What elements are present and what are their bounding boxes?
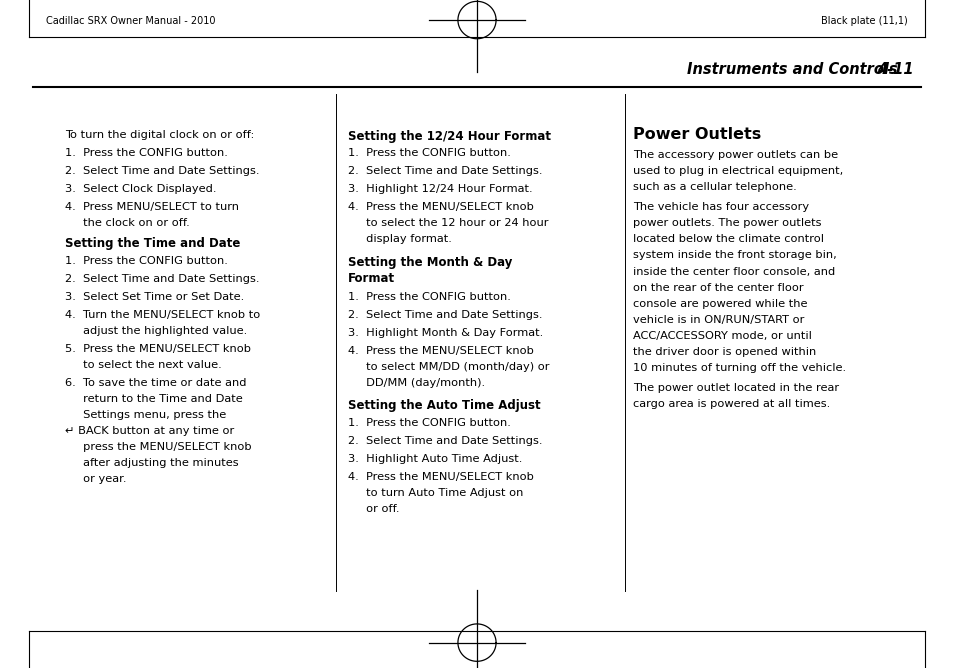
Text: adjust the highlighted value.: adjust the highlighted value. bbox=[65, 326, 247, 336]
Text: 1.  Press the CONFIG button.: 1. Press the CONFIG button. bbox=[65, 256, 228, 266]
Text: to turn Auto Time Adjust on: to turn Auto Time Adjust on bbox=[348, 488, 523, 498]
Text: 2.  Select Time and Date Settings.: 2. Select Time and Date Settings. bbox=[65, 166, 259, 176]
Text: Power Outlets: Power Outlets bbox=[633, 127, 760, 142]
Text: 3.  Highlight 12/24 Hour Format.: 3. Highlight 12/24 Hour Format. bbox=[348, 184, 533, 194]
Text: 3.  Select Clock Displayed.: 3. Select Clock Displayed. bbox=[65, 184, 216, 194]
Text: 4.  Press MENU/SELECT to turn: 4. Press MENU/SELECT to turn bbox=[65, 202, 238, 212]
Text: Settings menu, press the: Settings menu, press the bbox=[65, 410, 226, 420]
Text: used to plug in electrical equipment,: used to plug in electrical equipment, bbox=[633, 166, 842, 176]
Text: the driver door is opened within: the driver door is opened within bbox=[633, 347, 816, 357]
Text: 3.  Highlight Month & Day Format.: 3. Highlight Month & Day Format. bbox=[348, 328, 543, 338]
Text: 5.  Press the MENU/SELECT knob: 5. Press the MENU/SELECT knob bbox=[65, 344, 251, 354]
Text: 4.  Turn the MENU/SELECT knob to: 4. Turn the MENU/SELECT knob to bbox=[65, 310, 260, 320]
Text: The accessory power outlets can be: The accessory power outlets can be bbox=[633, 150, 838, 160]
Text: or off.: or off. bbox=[348, 504, 399, 514]
Text: Black plate (11,1): Black plate (11,1) bbox=[821, 17, 907, 26]
Text: after adjusting the minutes: after adjusting the minutes bbox=[65, 458, 238, 468]
Text: on the rear of the center floor: on the rear of the center floor bbox=[633, 283, 803, 293]
Text: display format.: display format. bbox=[348, 234, 452, 244]
Text: 4.  Press the MENU/SELECT knob: 4. Press the MENU/SELECT knob bbox=[348, 472, 534, 482]
Text: 1.  Press the CONFIG button.: 1. Press the CONFIG button. bbox=[348, 148, 511, 158]
Text: 10 minutes of turning off the vehicle.: 10 minutes of turning off the vehicle. bbox=[633, 363, 845, 373]
Text: 6.  To save the time or date and: 6. To save the time or date and bbox=[65, 378, 246, 388]
Text: system inside the front storage bin,: system inside the front storage bin, bbox=[633, 250, 837, 261]
Text: to select the 12 hour or 24 hour: to select the 12 hour or 24 hour bbox=[348, 218, 548, 228]
Text: 1.  Press the CONFIG button.: 1. Press the CONFIG button. bbox=[65, 148, 228, 158]
Text: cargo area is powered at all times.: cargo area is powered at all times. bbox=[633, 399, 830, 409]
Text: Setting the Time and Date: Setting the Time and Date bbox=[65, 237, 240, 250]
Text: DD/MM (day/month).: DD/MM (day/month). bbox=[348, 378, 485, 388]
Text: Setting the Auto Time Adjust: Setting the Auto Time Adjust bbox=[348, 399, 540, 412]
Text: the clock on or off.: the clock on or off. bbox=[65, 218, 190, 228]
Text: ↵ BACK button at any time or: ↵ BACK button at any time or bbox=[65, 426, 233, 436]
Text: return to the Time and Date: return to the Time and Date bbox=[65, 394, 242, 404]
Text: press the MENU/SELECT knob: press the MENU/SELECT knob bbox=[65, 442, 252, 452]
Text: Instruments and Controls: Instruments and Controls bbox=[686, 63, 897, 77]
Text: such as a cellular telephone.: such as a cellular telephone. bbox=[633, 182, 797, 192]
Text: to select the next value.: to select the next value. bbox=[65, 360, 221, 370]
Text: Setting the 12/24 Hour Format: Setting the 12/24 Hour Format bbox=[348, 130, 551, 143]
Text: power outlets. The power outlets: power outlets. The power outlets bbox=[633, 218, 821, 228]
Text: vehicle is in ON/RUN/START or: vehicle is in ON/RUN/START or bbox=[633, 315, 804, 325]
Text: To turn the digital clock on or off:: To turn the digital clock on or off: bbox=[65, 130, 254, 140]
Text: 4-11: 4-11 bbox=[877, 63, 913, 77]
Text: 1.  Press the CONFIG button.: 1. Press the CONFIG button. bbox=[348, 292, 511, 302]
Text: 4.  Press the MENU/SELECT knob: 4. Press the MENU/SELECT knob bbox=[348, 346, 534, 356]
Text: 1.  Press the CONFIG button.: 1. Press the CONFIG button. bbox=[348, 418, 511, 428]
Text: inside the center floor console, and: inside the center floor console, and bbox=[633, 267, 835, 277]
Text: 2.  Select Time and Date Settings.: 2. Select Time and Date Settings. bbox=[348, 166, 542, 176]
Text: Format: Format bbox=[348, 272, 395, 285]
Text: console are powered while the: console are powered while the bbox=[633, 299, 807, 309]
Text: 3.  Highlight Auto Time Adjust.: 3. Highlight Auto Time Adjust. bbox=[348, 454, 522, 464]
Text: located below the climate control: located below the climate control bbox=[633, 234, 823, 244]
Text: The power outlet located in the rear: The power outlet located in the rear bbox=[633, 383, 839, 393]
Text: to select MM/DD (month/day) or: to select MM/DD (month/day) or bbox=[348, 362, 549, 372]
Text: or year.: or year. bbox=[65, 474, 126, 484]
Text: 2.  Select Time and Date Settings.: 2. Select Time and Date Settings. bbox=[65, 274, 259, 284]
Text: 4.  Press the MENU/SELECT knob: 4. Press the MENU/SELECT knob bbox=[348, 202, 534, 212]
Text: 3.  Select Set Time or Set Date.: 3. Select Set Time or Set Date. bbox=[65, 292, 244, 302]
Text: The vehicle has four accessory: The vehicle has four accessory bbox=[633, 202, 809, 212]
Text: 2.  Select Time and Date Settings.: 2. Select Time and Date Settings. bbox=[348, 310, 542, 320]
Text: ACC/ACCESSORY mode, or until: ACC/ACCESSORY mode, or until bbox=[633, 331, 811, 341]
Text: 2.  Select Time and Date Settings.: 2. Select Time and Date Settings. bbox=[348, 436, 542, 446]
Text: Setting the Month & Day: Setting the Month & Day bbox=[348, 256, 512, 269]
Text: Cadillac SRX Owner Manual - 2010: Cadillac SRX Owner Manual - 2010 bbox=[46, 17, 215, 26]
